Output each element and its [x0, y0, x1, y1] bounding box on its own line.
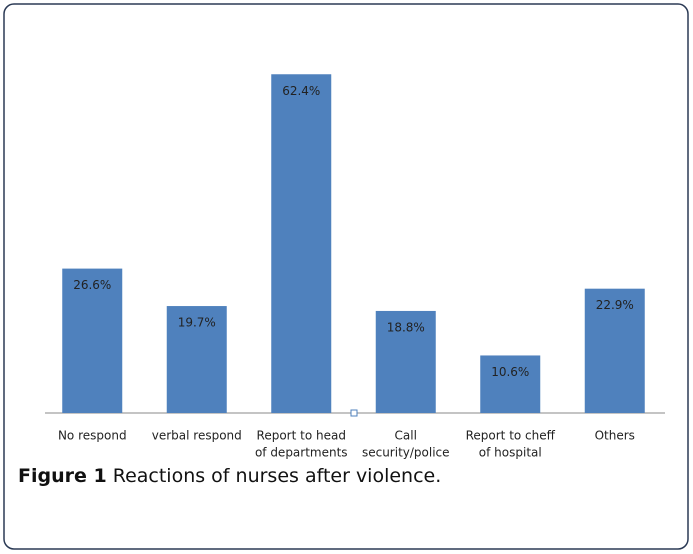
x-tick-label: Report to head [257, 429, 346, 443]
value-label: 62.4% [282, 84, 320, 98]
x-tick-label: Call [395, 429, 417, 443]
value-label: 19.7% [178, 316, 216, 330]
bar [166, 306, 227, 413]
bar [480, 355, 541, 413]
bar [62, 268, 123, 413]
value-label: 26.6% [73, 278, 111, 292]
bar [375, 310, 436, 413]
caption-text: Reactions of nurses after violence. [113, 465, 442, 487]
handle [350, 409, 358, 417]
x-tick-label: security/police [362, 446, 450, 460]
x-tick-label: of departments [255, 446, 348, 460]
caption: Figure 1 Reactions of nurses after violen… [18, 465, 441, 487]
caption-label: Figure 1 [18, 465, 107, 487]
bar [584, 288, 645, 413]
value-label: 10.6% [491, 365, 529, 379]
bar [271, 74, 332, 413]
x-tick-label: Others [595, 429, 635, 443]
value-label: 18.8% [387, 320, 425, 334]
x-tick-label: Report to cheff [466, 429, 556, 443]
value-label: 22.9% [596, 298, 634, 312]
x-tick-label: verbal respond [152, 429, 242, 443]
x-tick-label: No respond [58, 429, 127, 443]
x-tick-label: of hospital [479, 446, 542, 460]
